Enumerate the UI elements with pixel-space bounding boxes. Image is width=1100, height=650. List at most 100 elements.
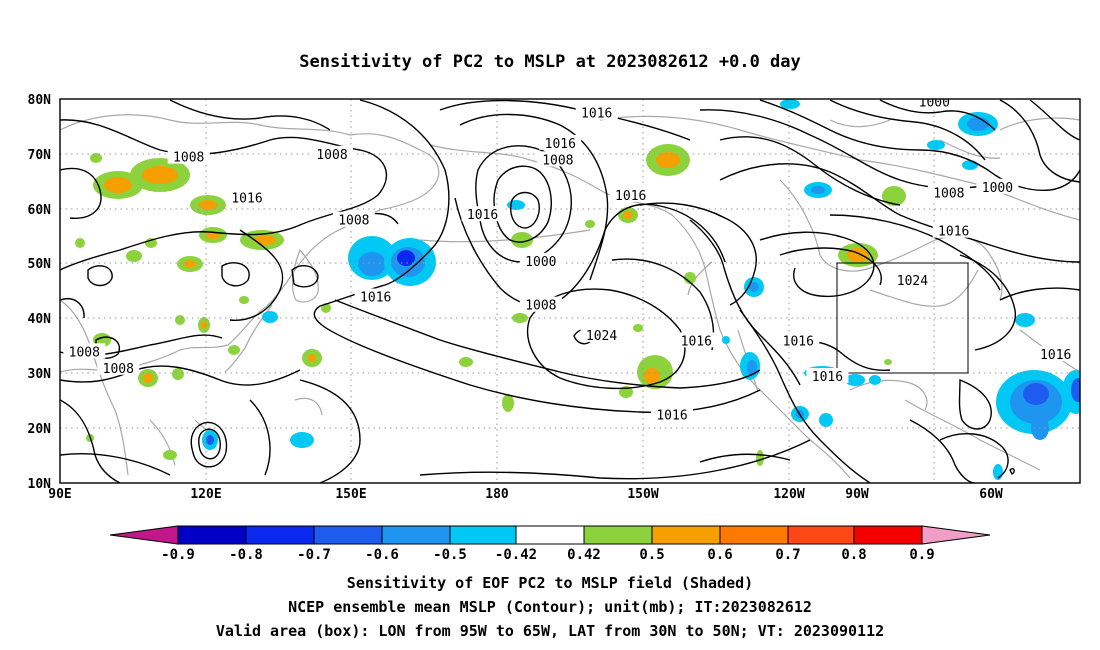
colorbar-segment [449,525,517,545]
lon-tick-label: 150E [335,487,366,502]
lat-axis-labels: 80N 70N 60N 50N 40N 30N 20N 10N [28,93,52,492]
colorbar-segment [787,525,855,545]
contour-label: 1016 [360,290,391,305]
contour-label-bg [891,272,934,288]
contour-label: 1008 [316,148,347,163]
colorbar-tick: -0.5 [433,547,467,563]
contour-label: 1008 [103,362,134,377]
contour-label-bg [63,343,106,359]
contour-label: 1000 [525,255,556,270]
lat-tick-label: 70N [28,148,52,163]
lat-tick-label: 40N [28,312,52,327]
contour-label: 1016 [938,225,969,240]
contour-label-bg [976,178,1019,194]
colorbar [109,525,991,545]
contour-label: 1000 [919,96,950,111]
patch-kamchatka-negative [348,200,528,323]
contour-label: 1016 [783,334,814,349]
lon-tick-label: 120W [773,487,804,502]
contour-label: 1024 [897,274,928,289]
contour-label-bg [913,99,956,109]
colorbar-segment [853,525,923,545]
lat-lon-grid [60,99,1080,483]
colorbar-tick: 0.7 [775,547,800,563]
lon-tick-label: 90W [845,487,869,502]
caption-contour: NCEP ensemble mean MSLP (Contour); unit(… [288,598,812,616]
colorbar-tick: 0.5 [639,547,664,563]
lon-tick-label: 60W [979,487,1003,502]
valid-area-box [836,262,969,374]
patch-pacific [459,144,696,412]
contour-label: 1016 [615,189,646,204]
patch-atlantic [958,112,1080,480]
map-frame [59,98,1081,484]
contour-label-bg [461,206,504,222]
captions: Sensitivity of EOF PC2 to MSLP field (Sh… [216,574,884,640]
contour-label-bg [311,145,353,161]
contour-label-bg [226,189,268,205]
colorbar-tick: -0.7 [297,547,331,563]
lon-tick-label: 150W [627,487,658,502]
chart-title: Sensitivity of PC2 to MSLP at 2023082612… [299,52,801,72]
contour-label: 1016 [231,192,262,207]
caption-valid-area: Valid area (box): LON from 95W to 65W, L… [216,622,884,640]
lat-tick-label: 80N [28,93,52,108]
contour-label: 1000 [982,181,1013,196]
lat-tick-label: 20N [28,422,52,437]
colorbar-segment [381,525,451,545]
contour-label: 1016 [681,334,712,349]
colorbar-tick: 0.9 [909,547,934,563]
contour-label-bg [536,151,579,167]
contour-label: 1016 [656,408,687,423]
colorbar-tick: 0.6 [707,547,732,563]
contour-label-bg [927,184,970,200]
contour-label-bg [932,222,975,238]
colorbar-segment [719,525,789,545]
colorbar-tick: -0.9 [161,547,195,563]
contour-label: 1008 [933,186,964,201]
lon-tick-label: 90E [48,487,71,502]
contour-label: 1016 [467,208,498,223]
colorbar-tick: -0.6 [365,547,399,563]
lon-tick-label: 180 [485,487,509,502]
colorbar-min-triangle [109,525,179,545]
contour-label: 1008 [69,345,100,360]
colorbar-segment [313,525,383,545]
contour-label-bg [519,296,562,312]
contour-label-bg [1034,346,1077,362]
contour-label: 1016 [545,137,576,152]
contour-label-bg [332,211,375,227]
colorbar-segment [651,525,721,545]
lat-tick-label: 30N [28,367,52,382]
contour-label: 1024 [586,329,617,344]
colorbar-tick: -0.8 [229,547,263,563]
colorbar-segment [245,525,315,545]
contour-label: 1008 [525,299,556,314]
colorbar-segment [515,525,585,545]
contour-label-bg [354,288,397,304]
contour-label-bg [609,187,652,202]
caption-shaded: Sensitivity of EOF PC2 to MSLP field (Sh… [347,574,753,592]
contour-label-bg [675,332,718,348]
colorbar-max-triangle [921,525,991,545]
contour-label-bg [539,134,582,150]
colorbar-segment [177,525,247,545]
colorbar-segment [583,525,653,545]
contour-label: 1008 [542,153,573,168]
contour-label: 1008 [173,151,204,166]
lon-axis-labels: 90E 120E 150E 180 150W 120W 90W 60W [48,487,1003,502]
contour-label: 1016 [812,370,843,385]
contour-label: 1016 [581,107,612,122]
lat-tick-label: 50N [28,257,52,272]
contour-label-bg [575,104,618,120]
contour-label: 1016 [1040,348,1071,363]
lon-tick-label: 120E [190,487,221,502]
colorbar-tick: 0.8 [841,547,866,563]
lat-tick-label: 60N [28,203,52,218]
colorbar-tick: -0.42 [495,547,537,563]
colorbar-tick-labels: -0.9 -0.8 -0.7 -0.6 -0.5 -0.42 0.42 0.5 … [161,547,935,563]
contour-label-bg [806,368,849,384]
